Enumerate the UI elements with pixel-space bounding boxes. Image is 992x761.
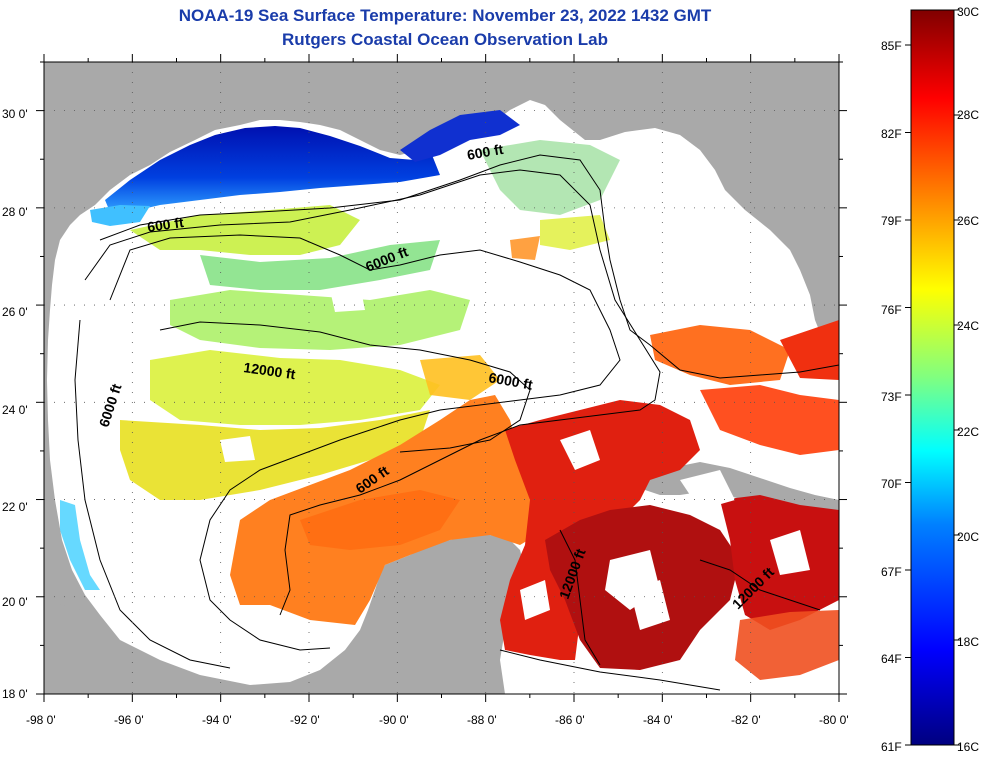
colorbar-label-22c: 22C: [957, 425, 980, 439]
colorbar-label-28c: 28C: [957, 108, 980, 122]
colorbar-label-24c: 24C: [957, 319, 980, 333]
colorbar-label-26c: 26C: [957, 214, 980, 228]
lon-label-92w: -92 0': [290, 713, 320, 727]
lat-label-30n: 30 0': [2, 107, 28, 121]
colorbar-label-73f: 73F: [881, 390, 902, 404]
colorbar-label-61f: 61F: [881, 740, 902, 754]
contour-label-600ft-louisiana: 600 ft: [466, 141, 505, 163]
colorbar-label-76f: 76F: [881, 303, 902, 317]
map-subtitle: Rutgers Coastal Ocean Observation Lab: [282, 30, 608, 49]
contour-label-12000ft-center: 12000 ft: [243, 359, 297, 382]
lon-label-82w: -82 0': [731, 713, 761, 727]
lon-label-96w: -96 0': [114, 713, 144, 727]
land-us-gulf-coast: [44, 62, 839, 615]
contour-label-6000ft-east: 6000 ft: [487, 369, 534, 393]
lon-label-88w: -88 0': [467, 713, 497, 727]
map-title: NOAA-19 Sea Surface Temperature: Novembe…: [178, 6, 712, 25]
lat-label-20n: 20 0': [2, 595, 28, 609]
colorbar-label-18c: 18C: [957, 635, 980, 649]
colorbar-label-70f: 70F: [881, 477, 902, 491]
colorbar-label-85f: 85F: [881, 39, 902, 53]
lon-label-86w: -86 0': [555, 713, 585, 727]
lat-label-26n: 26 0': [2, 305, 28, 319]
colorbar-label-64f: 64F: [881, 652, 902, 666]
lat-label-28n: 28 0': [2, 205, 28, 219]
land-mexico: [44, 535, 525, 694]
colorbar-label-79f: 79F: [881, 214, 902, 228]
lon-label-90w: -90 0': [379, 713, 409, 727]
colorbar: [910, 9, 955, 746]
colorbar-label-82f: 82F: [881, 127, 902, 141]
lat-label-18n: 18 0': [2, 687, 28, 701]
lon-label-94w: -94 0': [202, 713, 232, 727]
colorbar-label-30c: 30C: [957, 5, 980, 19]
lat-label-24n: 24 0': [2, 403, 28, 417]
colorbar-label-20c: 20C: [957, 530, 980, 544]
lon-label-84w: -84 0': [643, 713, 673, 727]
colorbar-label-67f: 67F: [881, 565, 902, 579]
contour-label-600ft-north: 600 ft: [146, 214, 185, 235]
colorbar-label-16c: 16C: [957, 740, 980, 754]
lon-label-98w: -98 0': [26, 713, 56, 727]
lat-label-22n: 22 0': [2, 500, 28, 514]
lon-label-80w: -80 0': [819, 713, 849, 727]
